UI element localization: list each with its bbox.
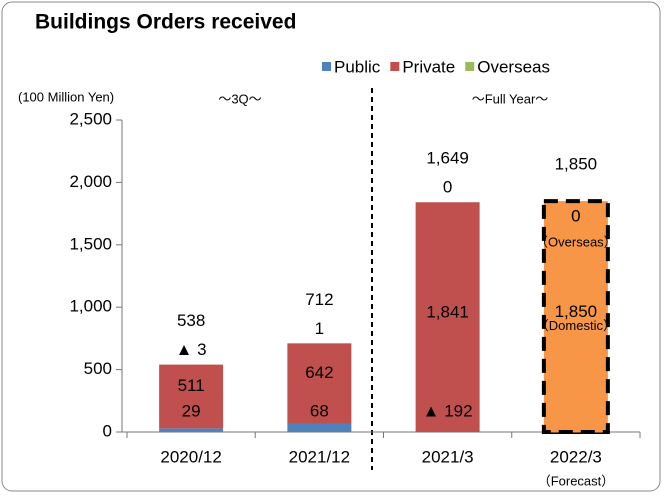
data-label: ▲ 3 xyxy=(176,340,207,359)
data-label: 642 xyxy=(305,363,333,382)
data-label: 68 xyxy=(310,401,329,420)
legend-label: Private xyxy=(402,57,455,76)
data-label: 511 xyxy=(178,376,205,395)
total-label: 1,649 xyxy=(426,149,469,168)
period-label: ～Full Year～ xyxy=(472,91,549,106)
y-tick-label: 2,000 xyxy=(69,172,112,191)
y-tick-label: 1,000 xyxy=(69,297,112,316)
y-tick-label: 500 xyxy=(84,359,112,378)
total-label: 1,850 xyxy=(555,155,598,174)
legend-swatch xyxy=(390,62,399,71)
x-tick-label: 2021/12 xyxy=(289,447,350,466)
forecast-label: （Forecast） xyxy=(538,473,615,488)
chart-title: Buildings Orders received xyxy=(35,11,296,34)
annotation: （Overseas） xyxy=(535,235,617,250)
legend-swatch xyxy=(465,62,474,71)
legend-label: Overseas xyxy=(477,57,550,76)
x-tick-label: 2021/3 xyxy=(422,447,474,466)
bar-segment xyxy=(544,432,608,434)
legend-label: Public xyxy=(334,57,381,76)
bar-segment xyxy=(287,424,351,432)
x-tick-label: 2020/12 xyxy=(160,447,221,466)
annotation: （Domestic） xyxy=(536,318,616,333)
bar-segment xyxy=(159,428,223,432)
y-tick-label: 1,500 xyxy=(69,234,112,253)
legend-swatch xyxy=(322,62,331,71)
data-label: 1 xyxy=(315,319,324,338)
data-label: 29 xyxy=(182,401,201,420)
x-tick-label: 2022/3 xyxy=(550,447,602,466)
total-label: 538 xyxy=(177,311,205,330)
y-tick-label: 2,500 xyxy=(69,109,112,128)
period-label: ～3Q～ xyxy=(218,91,261,106)
data-label: 0 xyxy=(443,178,452,197)
data-label: ▲ 192 xyxy=(423,401,473,420)
data-label: 0 xyxy=(571,207,580,226)
y-tick-label: 0 xyxy=(103,421,112,440)
data-label: 1,841 xyxy=(426,303,469,322)
total-label: 712 xyxy=(305,290,333,309)
unit-label: (100 Million Yen) xyxy=(18,89,114,104)
